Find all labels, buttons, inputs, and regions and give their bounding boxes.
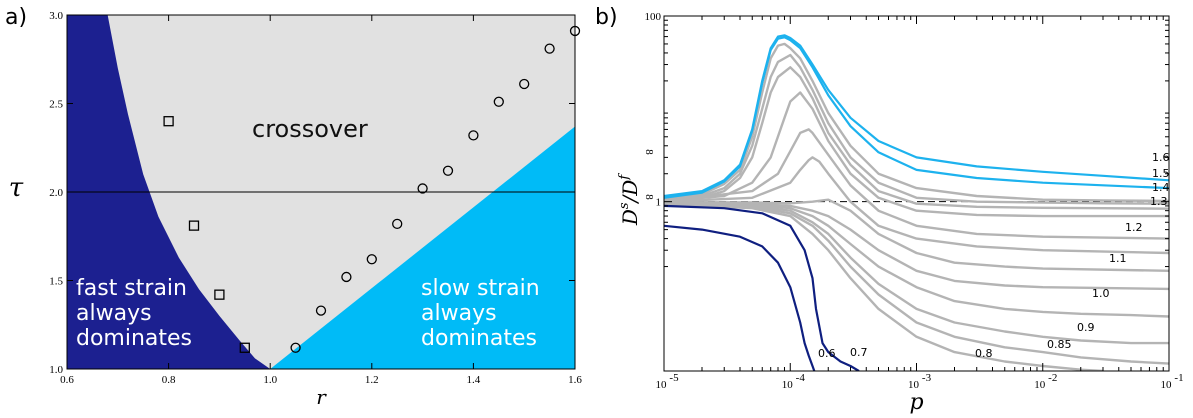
series-label: 0.9	[1077, 321, 1095, 334]
panel-b: 10-510-410-310-210-1100188pDs/Df1.61.51.…	[617, 11, 1184, 415]
y-axis-title: τ	[9, 173, 24, 203]
x-tick-label-exp: -5	[669, 372, 679, 384]
series-label: 0.85	[1047, 338, 1072, 351]
y-infinity-symbol: 8	[643, 149, 655, 155]
circle-marker	[341, 271, 352, 283]
y-axis-title: Ds/Df	[617, 173, 642, 227]
fast-region	[67, 15, 271, 369]
x-axis-title: r	[316, 385, 327, 409]
y-axis-title-part: s	[617, 202, 632, 209]
series-label: 0.6	[818, 347, 836, 360]
circle-marker	[544, 43, 555, 54]
y-axis-title-part: D	[618, 209, 642, 226]
x-tick-label: 1.6	[568, 374, 582, 386]
x-tick-label-base: 10	[1161, 379, 1173, 391]
y-axis-title-text: Ds/Df	[617, 173, 642, 227]
series-label: 0.8	[975, 347, 993, 360]
series-line	[664, 66, 1169, 210]
circle-marker	[392, 218, 403, 230]
x-tick-label: 1.0	[263, 374, 277, 386]
x-tick-label: 1.4	[467, 374, 481, 386]
y-tick-label: 100	[645, 11, 662, 23]
y-tick-label: 1	[656, 197, 662, 209]
y-tick-label: 3.0	[49, 10, 63, 22]
circle-marker	[315, 305, 327, 316]
circle-marker	[290, 342, 301, 353]
circle-marker	[366, 254, 377, 265]
x-tick-label-exp: -2	[1048, 372, 1057, 384]
y-axis-title-part: f	[617, 173, 632, 181]
panel-a: 0.6 0.8 1.0 1.2 1.4 1.6 1.0 1.5 2.0 2.5 3.0 r τ fast …	[9, 10, 583, 409]
fast-region-label: dominates	[76, 326, 192, 351]
y-tick-label: 1.5	[49, 276, 63, 288]
panel-b-label: b)	[595, 5, 618, 30]
x-tick-label-base: 10	[1034, 379, 1046, 391]
crossover-region-label: crossover	[252, 115, 368, 143]
x-tick-label-base: 10	[782, 379, 794, 391]
square-marker	[214, 289, 225, 300]
circle-marker	[442, 165, 454, 176]
y-tick-label: 2.5	[49, 99, 63, 111]
circle-marker	[519, 78, 530, 90]
y-axis-title-part: /D	[618, 180, 642, 205]
x-tick-label-exp: -1	[1174, 372, 1183, 384]
series-line	[664, 53, 1169, 205]
x-tick-label-exp: -3	[922, 372, 932, 384]
circle-marker	[569, 25, 581, 37]
x-tick-label-base: 10	[656, 379, 668, 391]
x-tick-label: 0.8	[162, 374, 176, 386]
fast-region-label: always	[76, 301, 152, 326]
y-tick-label: 1.0	[49, 364, 63, 376]
series-line	[664, 198, 1169, 272]
slow-region-label: dominates	[421, 326, 537, 351]
series-line	[664, 91, 1169, 218]
y-tick-label: 2.0	[49, 187, 63, 199]
series-label: 1.1	[1109, 252, 1127, 265]
circle-marker	[417, 183, 428, 194]
series-label: 0.7	[850, 346, 868, 359]
series-line	[664, 36, 1169, 199]
series-line	[664, 204, 860, 371]
series-label: 1.4	[1152, 181, 1170, 194]
fast-region-label: fast strain	[76, 276, 187, 301]
slow-region	[270, 126, 575, 369]
series-label: 1.0	[1092, 287, 1110, 300]
series-line	[664, 156, 1169, 255]
series-line	[664, 202, 1169, 345]
square-marker	[239, 342, 250, 353]
series-label: 1.3	[1150, 195, 1168, 208]
x-tick-label: 1.2	[365, 374, 379, 386]
x-axis-title: p	[909, 390, 923, 415]
slow-region-label: slow strain	[421, 276, 540, 301]
y-infinity-symbol: 8	[643, 194, 655, 200]
x-tick-label: 0.6	[60, 374, 74, 386]
x-tick-label-base: 10	[908, 379, 920, 391]
series-line	[664, 42, 1169, 203]
series-line	[664, 202, 1169, 365]
series-label: 1.6	[1152, 151, 1170, 164]
circle-marker	[468, 130, 479, 141]
x-tick-label-exp: -4	[796, 372, 806, 384]
series-line	[664, 201, 1169, 291]
square-marker	[188, 220, 200, 231]
square-marker	[163, 116, 174, 127]
series-label: 1.2	[1125, 221, 1143, 234]
circle-marker	[493, 96, 504, 107]
slow-region-label: always	[421, 301, 497, 326]
panel-a-label: a)	[5, 5, 27, 30]
series-line	[664, 201, 1169, 318]
series-line	[664, 128, 1169, 240]
series-line	[664, 224, 816, 371]
series-label: 1.5	[1152, 167, 1170, 180]
